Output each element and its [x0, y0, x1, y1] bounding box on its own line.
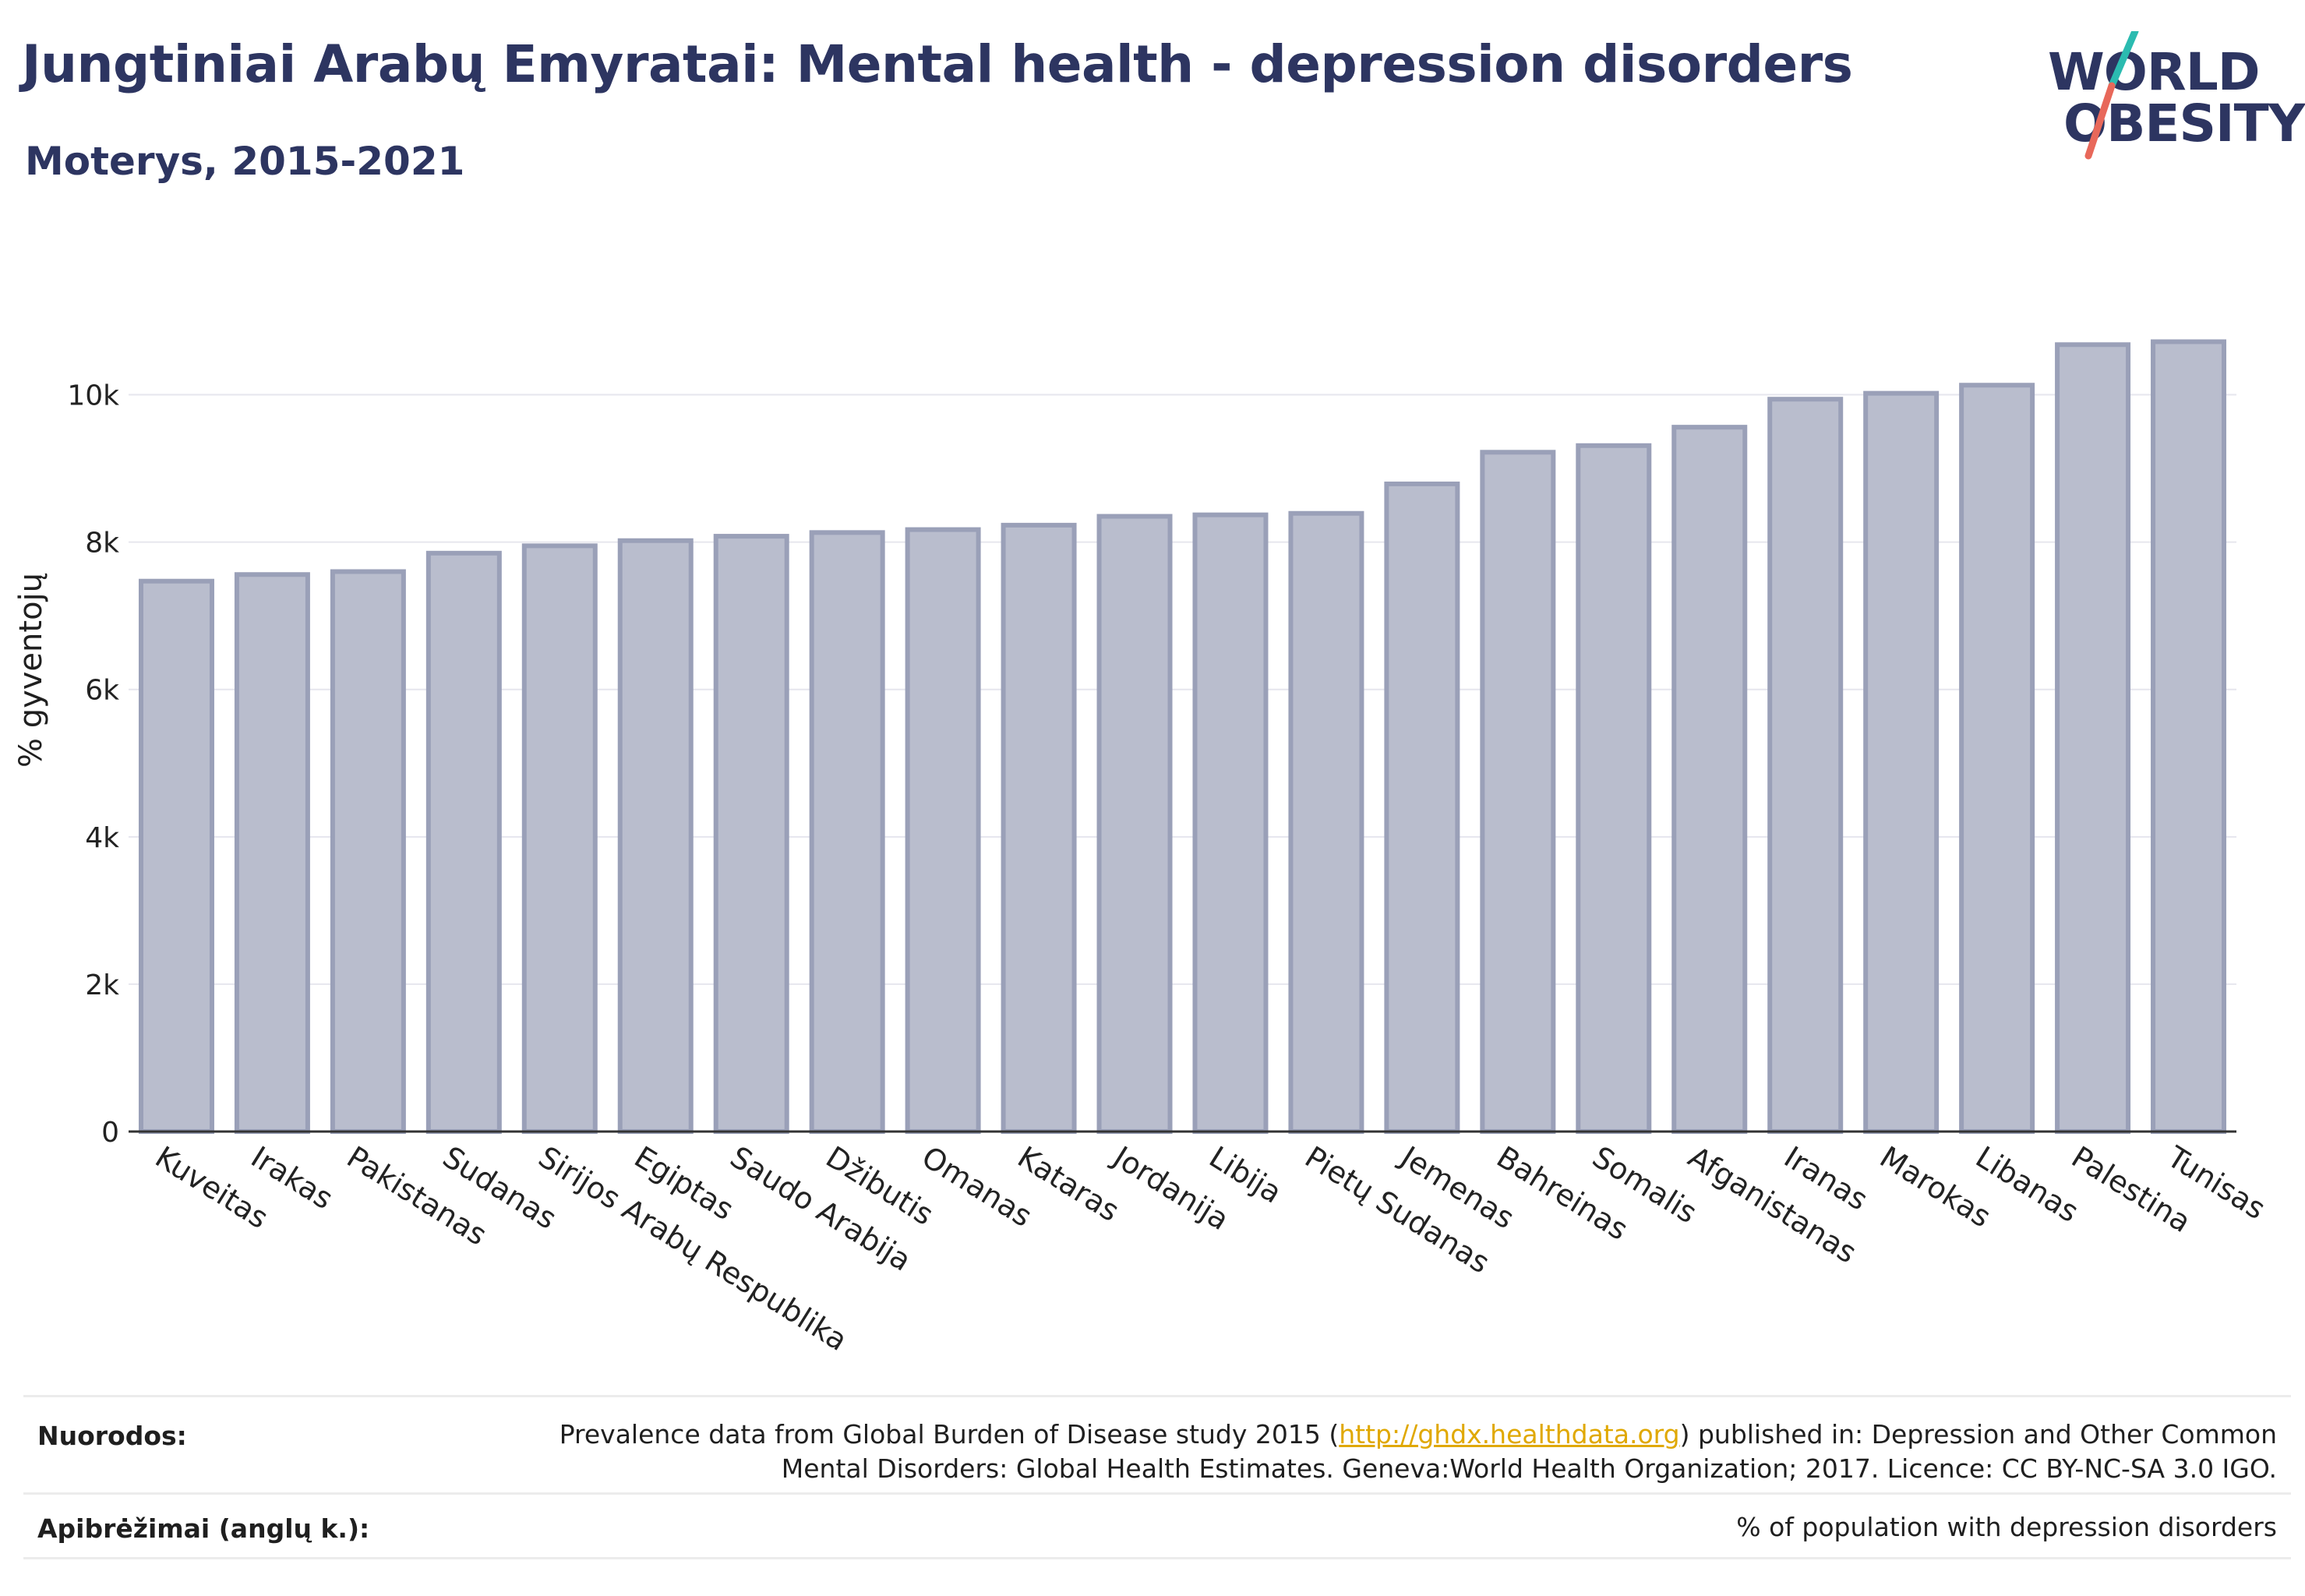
y-tick-label: 4k — [85, 822, 119, 854]
bar — [521, 543, 598, 1134]
sources-post: ) published in: Depression and Other Com… — [781, 1419, 2277, 1484]
bar — [1767, 397, 1844, 1134]
bar — [905, 527, 981, 1134]
bars — [138, 339, 2227, 1135]
definitions-text: % of population with depression disorder… — [1736, 1512, 2277, 1542]
x-tick-label: Omanas — [916, 1139, 1038, 1234]
sources-text: Prevalence data from Global Burden of Di… — [485, 1418, 2277, 1486]
chart-title: Jungtiniai Arabų Emyratai: Mental health… — [22, 34, 1853, 94]
bar — [2151, 339, 2227, 1134]
bar — [1001, 522, 1077, 1134]
logo-slash-icon — [2084, 31, 2139, 160]
bar — [1863, 390, 1940, 1134]
bar — [1384, 481, 1460, 1134]
bar — [713, 534, 789, 1134]
y-tick-label: 0 — [101, 1117, 119, 1149]
sources-pre: Prevalence data from Global Burden of Di… — [559, 1419, 1340, 1449]
bar — [1096, 514, 1173, 1134]
footer-bottom-rule — [23, 1557, 2291, 1559]
bar — [1480, 450, 1556, 1134]
bar — [1959, 383, 2035, 1135]
sources-label: Nuorodos: — [37, 1421, 187, 1451]
x-tick-label: Afganistanas — [1682, 1139, 1862, 1269]
bar — [617, 538, 694, 1134]
chart-subtitle: Moterys, 2015-2021 — [25, 139, 465, 184]
sources-row: Nuorodos: Prevalence data from Global Bu… — [23, 1395, 2291, 1495]
definitions-label: Apibrėžimai (anglų k.): — [37, 1513, 370, 1544]
bar — [1192, 512, 1269, 1134]
bar — [234, 572, 310, 1134]
bar — [2055, 342, 2131, 1135]
y-tick-label: 8k — [85, 528, 119, 560]
y-tick-label: 2k — [85, 969, 119, 1001]
bar — [809, 530, 885, 1134]
y-tick-label: 10k — [67, 380, 119, 412]
bar — [330, 569, 406, 1134]
logo-line-1: WORLD — [2048, 42, 2261, 102]
bar — [425, 550, 502, 1134]
y-tick-label: 6k — [85, 675, 119, 707]
bar — [1288, 510, 1364, 1134]
definitions-row: Apibrėžimai (anglų k.): % of population … — [23, 1492, 2291, 1569]
bar — [1671, 425, 1748, 1134]
bar — [138, 578, 214, 1134]
source-link[interactable]: http://ghdx.healthdata.org — [1339, 1419, 1680, 1449]
bar — [1576, 443, 1652, 1134]
world-obesity-logo: WORLD OBESITY — [2042, 31, 2305, 168]
